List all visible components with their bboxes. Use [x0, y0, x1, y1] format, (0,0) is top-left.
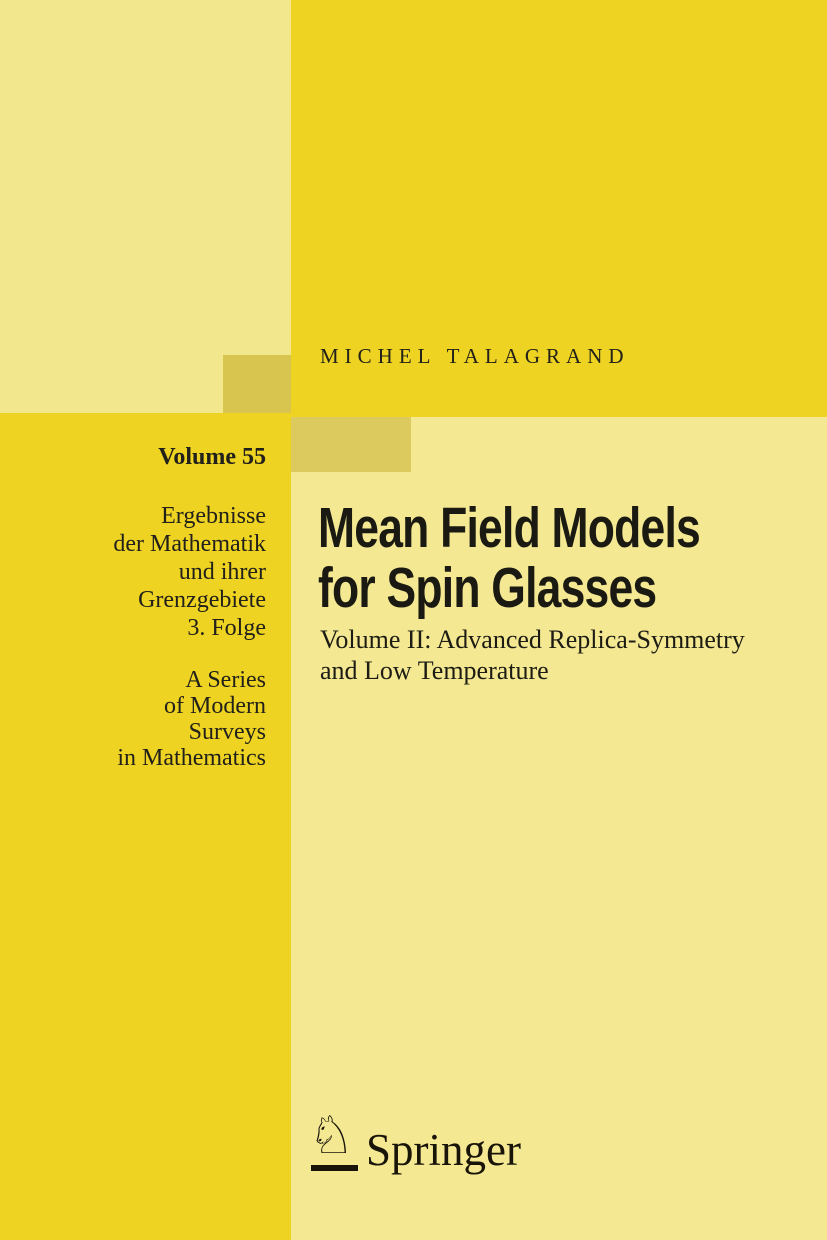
book-subtitle: Volume II: Advanced Replica-Symmetry and… — [320, 624, 745, 686]
right-bottom-pale-field — [291, 417, 827, 1240]
series-name-line: Grenzgebiete — [138, 587, 266, 613]
publisher-logo: ♘ Springer — [306, 1108, 566, 1178]
series-subtitle-line: of Modern — [164, 693, 266, 719]
book-subtitle-line: and Low Temperature — [320, 656, 549, 685]
series-subtitle: A Series of Modern Surveys in Mathematic… — [0, 667, 266, 771]
series-name-line: der Mathematik — [113, 531, 266, 557]
book-title: Mean Field Models for Spin Glasses — [318, 496, 701, 620]
volume-label: Volume 55 — [158, 444, 266, 470]
logo-underline-bar — [311, 1165, 358, 1171]
accent-block-right — [291, 417, 411, 472]
series-name-line: und ihrer — [178, 559, 266, 585]
publisher-name: Springer — [366, 1125, 521, 1175]
series-subtitle-line: Surveys — [188, 719, 266, 745]
series-name: Ergebnisse der Mathematik und ihrer Gren… — [0, 502, 266, 642]
book-subtitle-line: Volume II: Advanced Replica-Symmetry — [320, 625, 745, 654]
book-title-line: Mean Field Models — [318, 496, 701, 560]
left-bottom-yellow-field — [0, 413, 291, 1240]
left-top-pale-field — [0, 0, 291, 413]
accent-block-left — [223, 355, 291, 413]
series-folge-line: 3. Folge — [187, 615, 266, 641]
series-name-line: Ergebnisse — [161, 503, 266, 529]
book-title-line: for Spin Glasses — [318, 556, 657, 620]
springer-horse-knight-icon: ♘ — [308, 1106, 355, 1166]
right-top-yellow-field — [291, 0, 827, 417]
series-subtitle-line: in Mathematics — [117, 745, 266, 771]
author-name: MICHEL TALAGRAND — [320, 344, 630, 368]
series-subtitle-line: A Series — [185, 667, 266, 693]
